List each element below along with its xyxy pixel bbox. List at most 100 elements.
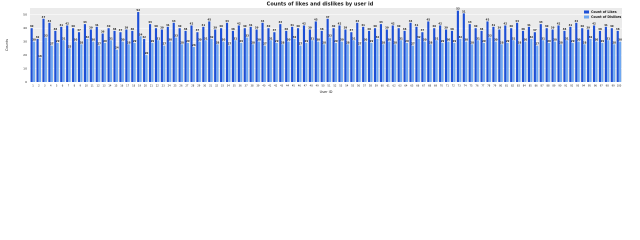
- bar: [32, 41, 36, 82]
- bar: [465, 41, 468, 82]
- x-tick-label: 41: [268, 85, 272, 88]
- bar: [74, 41, 77, 82]
- x-tick-label: 67: [422, 85, 426, 88]
- bar: [145, 55, 148, 82]
- data-label: 30: [464, 38, 468, 42]
- bar: [131, 30, 134, 82]
- data-label: 30: [364, 38, 368, 42]
- x-tick-label: 83: [517, 85, 521, 88]
- data-label: 32: [458, 35, 462, 39]
- bar: [121, 41, 124, 82]
- bar: [545, 28, 548, 83]
- x-tick-label: 32: [215, 85, 219, 88]
- data-label: 40: [580, 24, 584, 28]
- bar: [346, 44, 349, 82]
- data-label: 30: [287, 38, 291, 42]
- y-tick-label: 40: [23, 26, 27, 30]
- data-label: 30: [168, 38, 172, 42]
- data-label: 47: [42, 15, 46, 19]
- data-label: 44: [225, 19, 229, 23]
- bar: [214, 29, 217, 82]
- data-label: 32: [376, 35, 380, 39]
- data-label: 37: [350, 28, 354, 32]
- x-tick-label: 11: [91, 85, 95, 88]
- data-label: 41: [95, 23, 99, 27]
- bar: [139, 36, 142, 82]
- x-tick-label: 12: [97, 85, 101, 88]
- data-label: 27: [535, 42, 539, 46]
- x-tick-label: 66: [416, 85, 420, 88]
- data-label: 53: [456, 7, 460, 11]
- bar: [415, 26, 418, 82]
- bar: [157, 40, 160, 82]
- data-label: 41: [492, 23, 496, 27]
- data-label: 42: [557, 21, 561, 25]
- bar: [405, 42, 409, 82]
- data-label: 25: [68, 44, 72, 48]
- data-label: 29: [506, 39, 510, 43]
- bar: [494, 41, 497, 82]
- x-tick-label: 85: [529, 85, 533, 88]
- data-label: 32: [589, 35, 593, 39]
- data-label: 31: [435, 36, 439, 40]
- bar: [89, 29, 92, 82]
- bar: [222, 41, 225, 82]
- bar: [249, 26, 252, 82]
- bar: [356, 22, 359, 82]
- data-label: 30: [494, 38, 498, 42]
- bar: [42, 18, 45, 83]
- bar: [192, 47, 195, 82]
- data-label: 32: [293, 35, 297, 39]
- x-tick-label: 29: [197, 85, 201, 88]
- x-tick-label: 69: [434, 85, 438, 88]
- data-label: 45: [486, 17, 490, 21]
- bar: [317, 41, 320, 82]
- bar: [417, 38, 420, 82]
- x-tick-label: 93: [576, 85, 580, 88]
- bar: [453, 42, 456, 82]
- bar: [243, 28, 246, 83]
- bar: [411, 45, 414, 82]
- y-tick-label: 10: [23, 67, 27, 71]
- data-label: 44: [172, 19, 176, 23]
- bar: [527, 26, 531, 82]
- data-label: 40: [71, 24, 75, 28]
- x-tick-label: 8: [74, 85, 76, 88]
- bar: [551, 29, 554, 82]
- data-label: 28: [281, 40, 285, 44]
- x-tick-label: 2: [38, 85, 40, 88]
- data-label: 40: [107, 24, 111, 28]
- bar: [581, 28, 584, 83]
- data-label: 29: [103, 39, 107, 43]
- x-tick-label: 59: [375, 85, 379, 88]
- bar: [613, 44, 616, 82]
- bar: [109, 40, 113, 82]
- x-tick-label: 61: [387, 85, 391, 88]
- data-label: 32: [417, 35, 421, 39]
- bar: [575, 22, 578, 82]
- data-label: 20: [145, 51, 149, 55]
- x-tick-label: 3: [44, 85, 46, 88]
- bar: [66, 25, 69, 82]
- bar: [601, 42, 604, 82]
- bar: [569, 26, 572, 82]
- x-tick-label: 98: [606, 85, 610, 88]
- bar: [220, 28, 223, 83]
- x-tick-label: 58: [369, 85, 373, 88]
- bar: [184, 30, 187, 82]
- bar: [285, 30, 288, 82]
- bar: [257, 41, 261, 82]
- bar: [293, 38, 296, 82]
- bar: [521, 30, 525, 82]
- x-tick-label: 78: [487, 85, 491, 88]
- bar: [202, 26, 205, 82]
- data-label: 29: [453, 39, 457, 43]
- x-tick-label: 26: [179, 85, 183, 88]
- data-label: 30: [423, 38, 427, 42]
- bar: [38, 57, 42, 82]
- data-label: 29: [547, 39, 551, 43]
- x-tick-label: 28: [191, 85, 195, 88]
- x-tick-label: 65: [410, 85, 414, 88]
- data-label: 39: [444, 26, 448, 30]
- bar: [504, 25, 507, 82]
